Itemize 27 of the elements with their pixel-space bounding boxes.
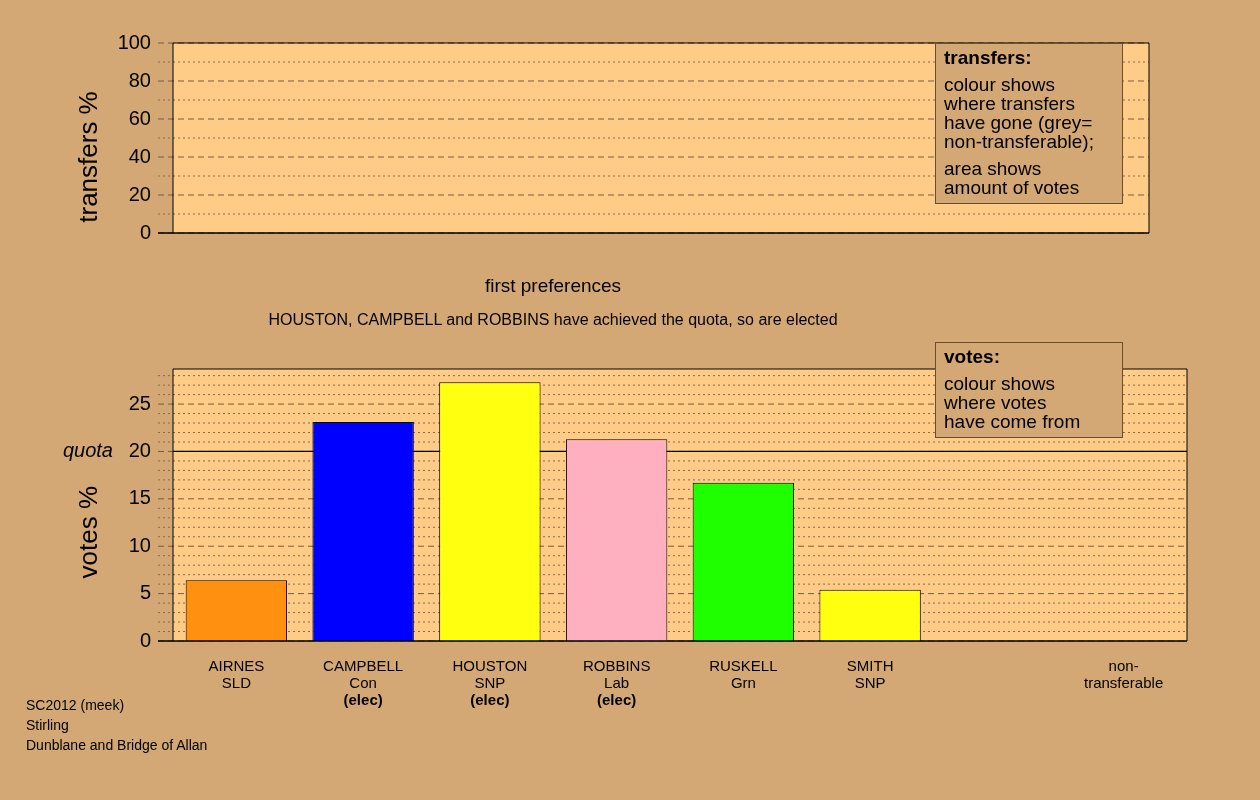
x-tick-label: non- transferable	[1084, 656, 1164, 691]
y-tick-label: 80	[128, 68, 151, 91]
x-tick-label: AIRNES SLD	[208, 656, 265, 691]
y-tick-label: 20	[128, 182, 151, 205]
x-tick-label: CAMPBELL Con (elec)	[323, 656, 404, 708]
chart-subtitle: HOUSTON, CAMPBELL and ROBBINS have achieved the quota, so are elected	[267, 311, 839, 329]
annotation: transfers: colour shows where transfers have gone (grey= non-transferable); area shows amount of votes	[944, 47, 1095, 198]
y-tick-label: 100	[117, 30, 151, 53]
y-tick-label: 60	[128, 106, 151, 129]
y-axis-title: votes %	[73, 485, 104, 579]
y-axis-title: transfers %	[73, 91, 104, 223]
annotation: votes: colour shows where votes have come from	[944, 346, 1082, 432]
y-tick-label: 40	[128, 144, 151, 167]
ref-line-label: quota	[62, 439, 113, 462]
y-tick-label: 5	[139, 581, 151, 604]
x-tick-label: SMITH SNP	[846, 656, 894, 691]
x-tick-label: RUSKELL Grn	[709, 656, 778, 691]
y-tick-label: 15	[128, 486, 151, 509]
x-tick-label: HOUSTON SNP (elec)	[452, 656, 528, 708]
text: SC2012 (meek) Stirling Dunblane and Bridge of Allan	[26, 696, 208, 755]
x-tick-label: ROBBINS Lab (elec)	[582, 656, 651, 708]
chart-title: first preferences	[483, 275, 623, 297]
y-tick-label: 25	[128, 391, 151, 414]
y-tick-label: 0	[139, 220, 151, 243]
y-tick-label: 10	[128, 533, 151, 556]
y-tick-label: 20	[128, 438, 151, 461]
y-tick-label: 0	[139, 628, 151, 651]
